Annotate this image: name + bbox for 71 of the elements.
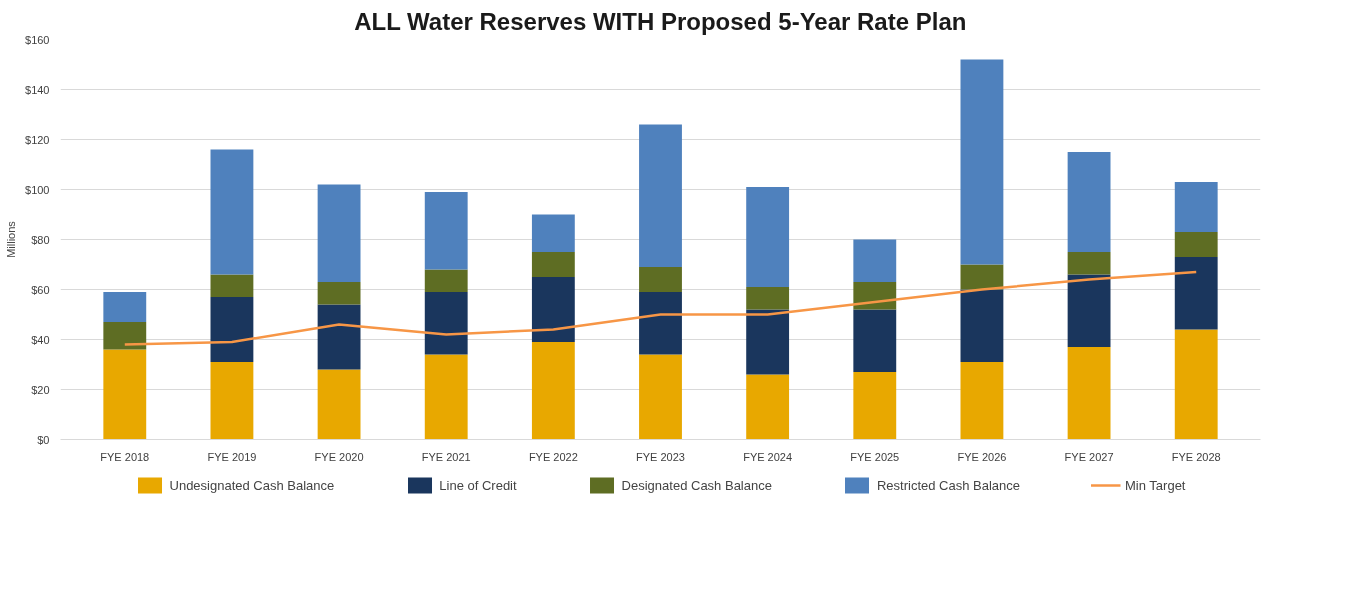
bar [853, 372, 897, 440]
y-tick-label: $160 [25, 33, 50, 46]
bar [639, 267, 682, 292]
x-tick-label: FYE 2025 [850, 450, 900, 463]
bar [317, 369, 361, 440]
bar [746, 374, 790, 440]
x-tick-label: FYE 2022 [528, 450, 578, 463]
bar [1067, 152, 1111, 252]
y-tick-label: $120 [25, 133, 50, 146]
y-axis-title: Millions [5, 220, 18, 258]
bar [1174, 257, 1218, 330]
bar [424, 292, 468, 355]
bar [746, 187, 790, 287]
y-tick-label: $60 [31, 283, 50, 296]
bar [210, 274, 254, 297]
bar [531, 342, 575, 440]
y-tick-label: $40 [31, 333, 50, 346]
bar [210, 149, 254, 275]
x-tick-label: FYE 2023 [636, 450, 685, 463]
x-tick-label: FYE 2019 [207, 450, 257, 463]
bar [960, 59, 1004, 265]
bar [103, 292, 147, 322]
bar [317, 184, 361, 282]
y-tick-label: $80 [31, 233, 50, 246]
bar [639, 292, 682, 355]
x-tick-label: FYE 2024 [743, 450, 793, 463]
legend-label: Designated Cash Balance [621, 477, 772, 493]
bar [424, 354, 468, 440]
bar [531, 277, 575, 342]
bar [853, 239, 897, 282]
line-series [123, 270, 1198, 346]
legend-label: Undesignated Cash Balance [169, 477, 335, 493]
bar [746, 309, 790, 375]
x-tick-label: FYE 2027 [1064, 450, 1114, 463]
y-tick-label: $140 [25, 83, 50, 96]
bar [746, 287, 790, 310]
bar [210, 362, 254, 440]
x-tick-label: FYE 2028 [1171, 450, 1221, 463]
legend-label: Restricted Cash Balance [876, 477, 1021, 493]
bar [103, 349, 147, 440]
bar [1174, 182, 1218, 232]
x-tick-label: FYE 2018 [100, 450, 150, 463]
chart-title: ALL Water Reserves WITH Proposed 5-Year Rate Plan [354, 7, 967, 35]
bar [531, 214, 575, 252]
bar [960, 289, 1004, 362]
y-tick-label: $20 [31, 383, 50, 396]
bar [1174, 232, 1218, 257]
bar [1067, 252, 1111, 275]
bar [1067, 274, 1111, 347]
bar [960, 264, 1004, 290]
legend-label: Line of Credit [439, 477, 517, 493]
bar [317, 282, 361, 305]
bar [531, 252, 575, 277]
y-tick-label: $100 [25, 183, 50, 196]
bar [210, 297, 254, 362]
y-tick-label: $0 [37, 433, 50, 446]
bar [853, 282, 897, 310]
bar [853, 309, 897, 372]
legend-label: Min Target [1125, 477, 1186, 493]
bar [317, 304, 361, 370]
x-tick-label: FYE 2021 [421, 450, 471, 463]
x-tick-label: FYE 2026 [957, 450, 1007, 463]
bar [639, 124, 682, 267]
bar [1174, 329, 1218, 440]
bar [424, 192, 468, 270]
bar [103, 322, 147, 350]
bar [960, 362, 1004, 440]
x-tick-label: FYE 2020 [314, 450, 364, 463]
bar [639, 354, 682, 440]
bar [1067, 347, 1111, 440]
bar [424, 269, 468, 292]
